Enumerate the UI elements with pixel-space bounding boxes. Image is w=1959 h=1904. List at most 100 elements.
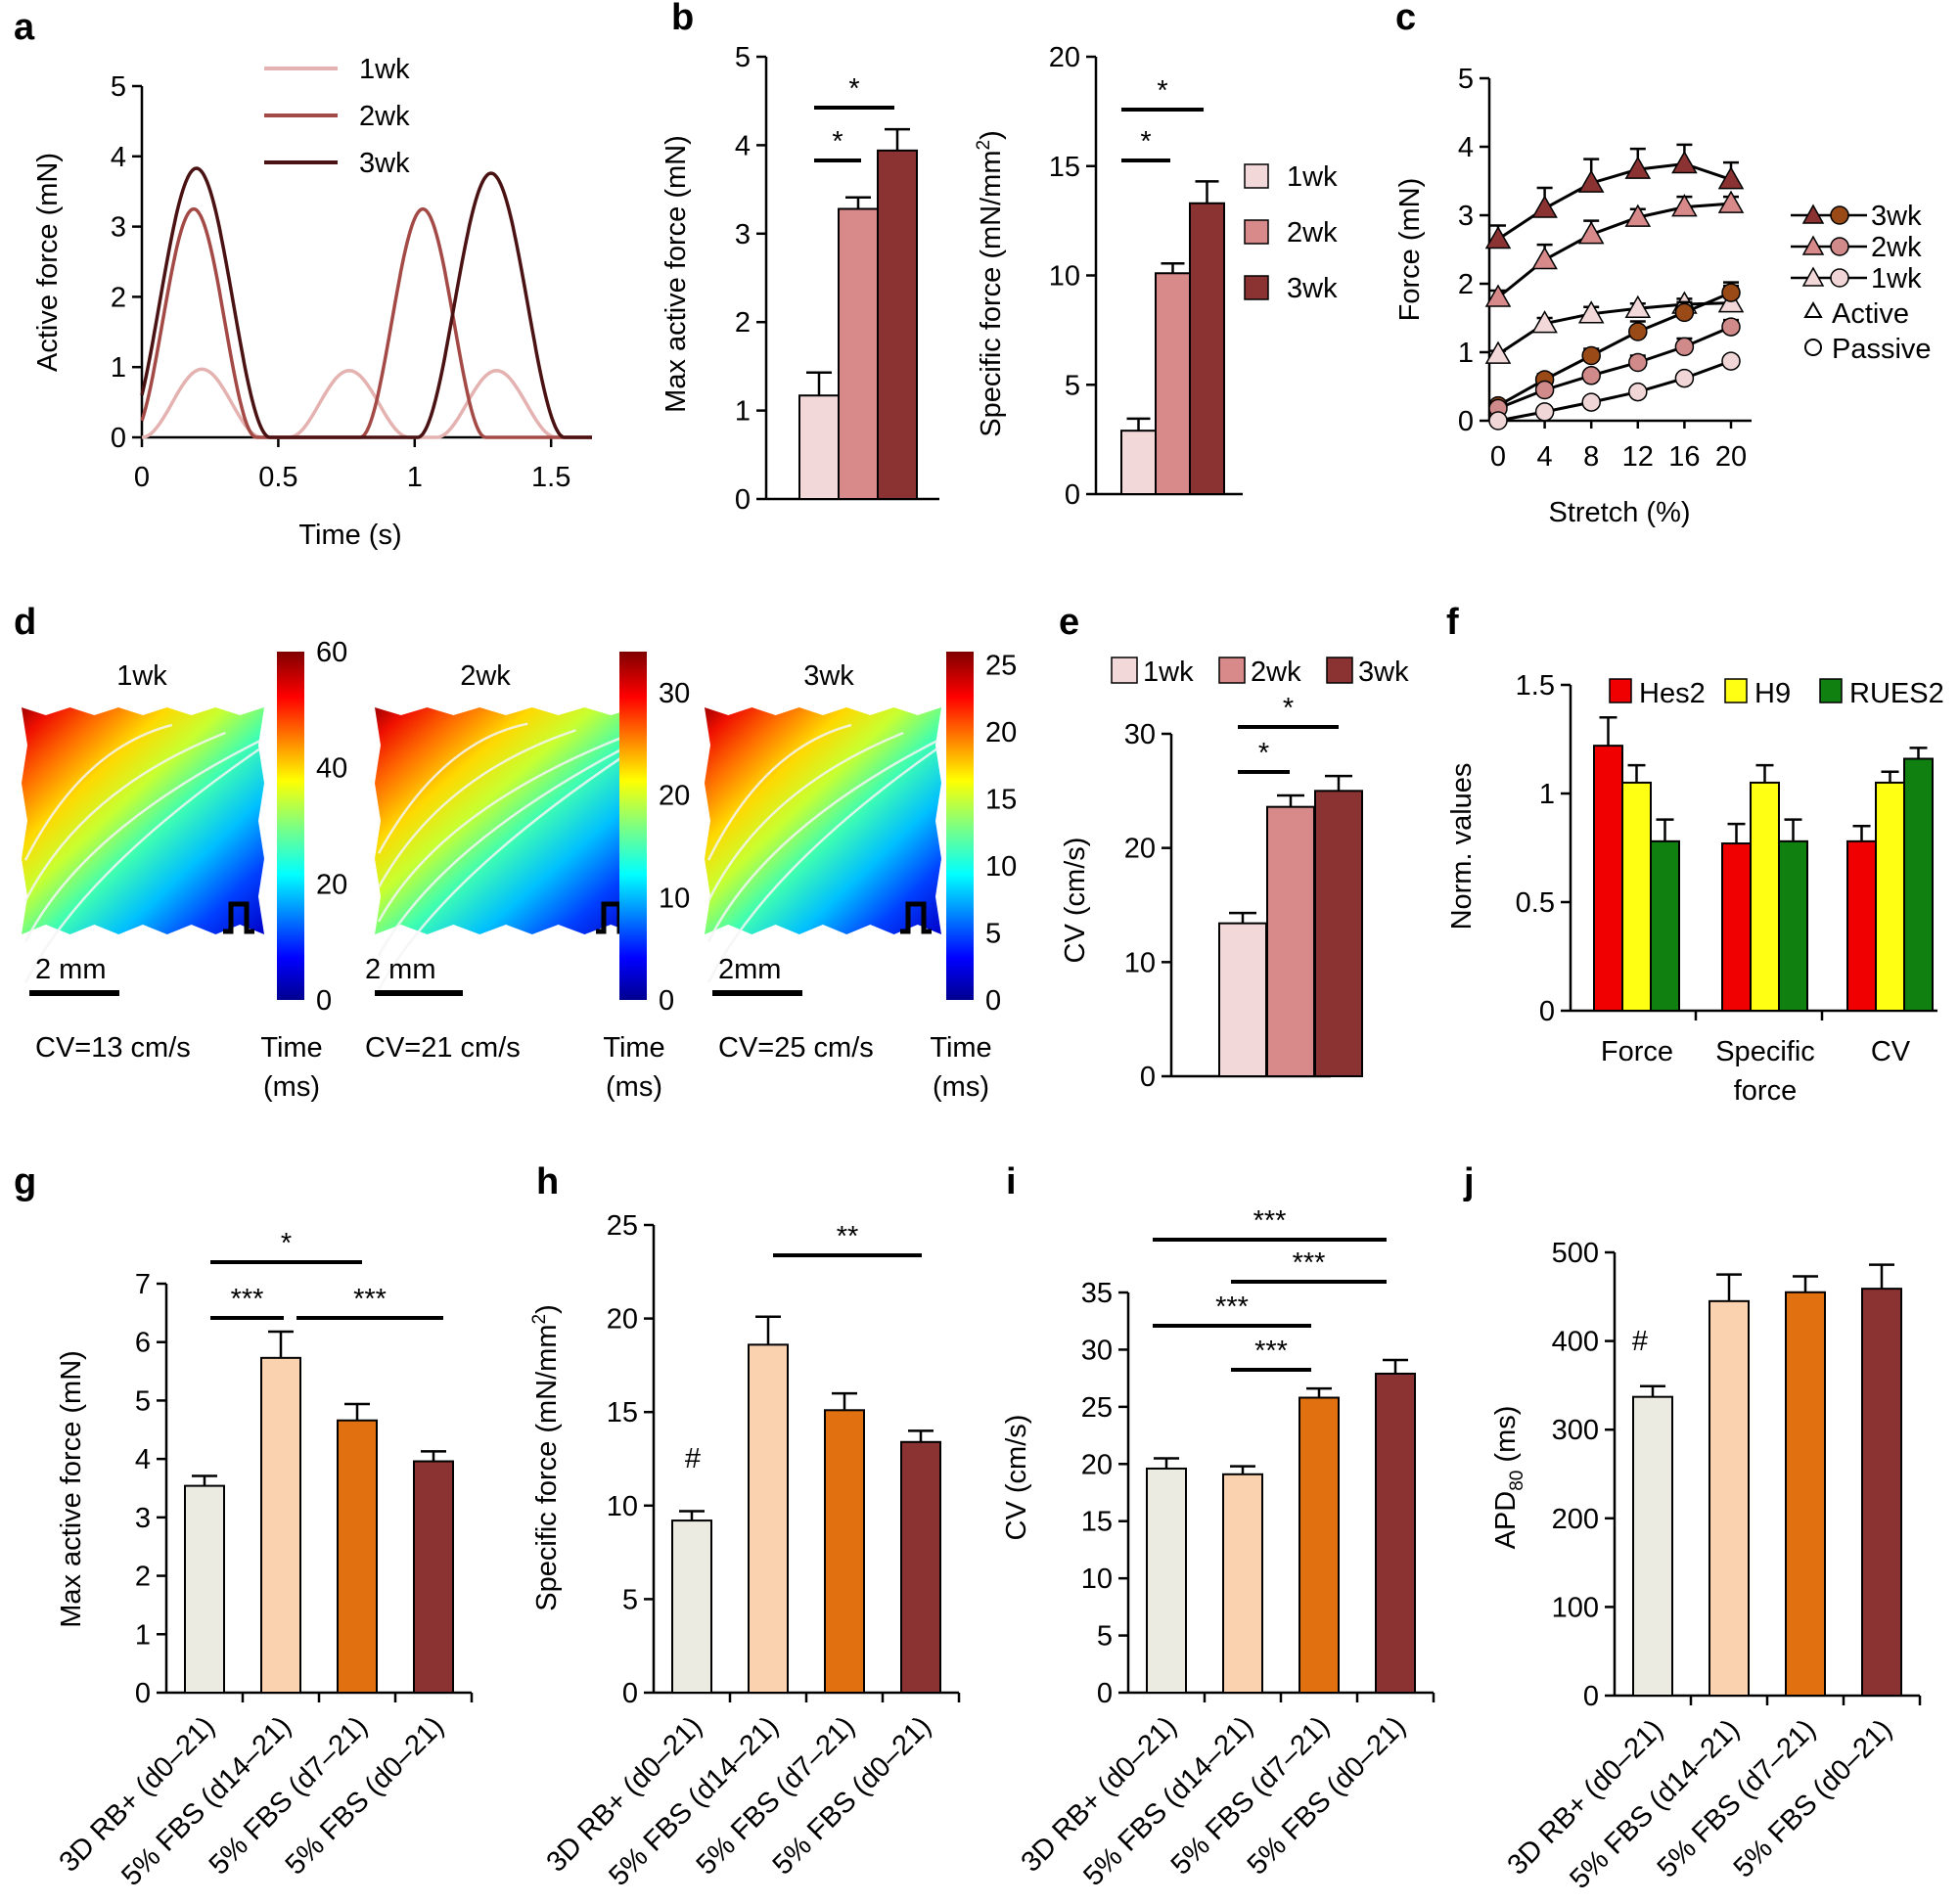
c-legend-label-passive: Passive xyxy=(1832,334,1932,365)
f-ylabel: Norm. values xyxy=(1446,763,1478,930)
c-legend-circle xyxy=(1830,205,1849,225)
e-sig-1-3-label: * xyxy=(1283,693,1294,724)
j-bar xyxy=(1708,1299,1750,1697)
b1-bar-3wk xyxy=(877,149,918,500)
d-colorbar-tick: 60 xyxy=(316,637,347,668)
c-line-3wk-passive xyxy=(1497,291,1732,407)
c-legend-passive-icon xyxy=(1804,339,1822,356)
f-bar-RUES2 xyxy=(1903,757,1934,1012)
d-isochrone xyxy=(377,735,625,923)
c-point-1wk-active xyxy=(1577,300,1605,324)
d-colorbar-tick: 20 xyxy=(659,781,690,812)
c-point-2wk-active xyxy=(1531,246,1558,270)
c-ytick-label: 5 xyxy=(1458,64,1474,95)
d-colorbar-label: (ms) xyxy=(606,1071,662,1103)
i-sig-2-4-label: *** xyxy=(1293,1247,1326,1279)
c-point-1wk-passive xyxy=(1628,382,1648,402)
panel-label-h: h xyxy=(536,1161,559,1202)
c-ytick-label: 0 xyxy=(1458,406,1474,437)
a-ytick-label: 0 xyxy=(111,423,126,454)
i-ytick-label: 5 xyxy=(1097,1621,1113,1653)
f-bar-H9 xyxy=(1875,781,1905,1013)
f-xtick-label: CV xyxy=(1871,1036,1911,1067)
b1-ytick-label: 5 xyxy=(735,42,751,73)
c-point-2wk-passive xyxy=(1674,337,1695,357)
i-bar xyxy=(1146,1467,1187,1694)
i-ytick-label: 0 xyxy=(1097,1678,1113,1709)
d-map-title: 1wk xyxy=(116,660,167,692)
c-legend-triangle xyxy=(1801,204,1825,224)
c-point-2wk-passive xyxy=(1534,380,1555,400)
i-ytick-label: 25 xyxy=(1081,1392,1113,1424)
i-ytick-label: 20 xyxy=(1081,1449,1113,1480)
a-trace-1wk xyxy=(141,367,592,439)
c-xtick-label: 12 xyxy=(1622,441,1654,473)
e-bar-2wk xyxy=(1266,805,1315,1078)
f-bar-Hes2 xyxy=(1593,745,1623,1012)
d-colorbar-tick: 30 xyxy=(659,678,690,709)
panel-label-j: j xyxy=(1463,1161,1475,1202)
b1-ytick-label: 0 xyxy=(735,484,751,516)
g-bar xyxy=(413,1460,454,1694)
e-legend-swatch-2wk xyxy=(1218,657,1246,684)
c-point-1wk-active xyxy=(1624,295,1652,318)
c-point-3wk-passive xyxy=(1721,283,1741,302)
i-sig-1-3-label: *** xyxy=(1215,1292,1249,1323)
b2-bar-1wk xyxy=(1120,430,1157,495)
d-cv-label: CV=25 cm/s xyxy=(718,1032,874,1064)
a-legend-label-2wk: 2wk xyxy=(359,101,410,132)
panel-label-e: e xyxy=(1059,602,1079,643)
d-map-1wk: 1wk 2 mm CV=13 cm/s 0 20 40 60 Time (ms) xyxy=(22,637,347,1103)
j-ytick-label: 300 xyxy=(1552,1415,1599,1446)
h-bar xyxy=(824,1409,865,1694)
f-bar-Hes2 xyxy=(1846,839,1877,1013)
g-ytick-label: 3 xyxy=(135,1503,151,1534)
d-colorbar xyxy=(277,652,304,1000)
d-isochrone xyxy=(23,723,173,861)
b2-ytick-label: 20 xyxy=(1049,42,1080,73)
f-ytick-label: 0 xyxy=(1539,996,1555,1027)
j-bar xyxy=(1861,1288,1902,1697)
i-bar xyxy=(1298,1396,1340,1694)
c-legend-active-icon xyxy=(1803,300,1823,318)
c-point-3wk-active xyxy=(1717,166,1745,190)
h-ytick-label: 25 xyxy=(607,1210,638,1242)
c-point-3wk-passive xyxy=(1581,345,1601,366)
d-colorbar-label: Time xyxy=(603,1032,664,1064)
d-colorbar-tick: 20 xyxy=(985,717,1017,748)
b2-bar-3wk xyxy=(1189,202,1225,495)
f-legend-swatch-H9 xyxy=(1724,678,1748,703)
a-ylabel: Active force (mN) xyxy=(32,153,64,372)
g-ytick-label: 1 xyxy=(135,1619,151,1651)
panel-e: 0 10 20 30 CV (cm/s) * * 1wk 2wk 3wk xyxy=(1060,657,1409,1093)
i-bar xyxy=(1222,1473,1263,1694)
d-isochrone xyxy=(706,731,904,902)
c-legend-triangle xyxy=(1801,266,1825,287)
f-xtick-label: force xyxy=(1734,1075,1797,1107)
f-xtick-label: Specific xyxy=(1715,1036,1815,1067)
f-ytick-label: 0.5 xyxy=(1516,887,1555,919)
c-line-3wk-active xyxy=(1497,161,1732,241)
f-ytick-label: 1 xyxy=(1539,779,1555,810)
d-colorbar-tick: 0 xyxy=(316,985,332,1017)
c-point-2wk-passive xyxy=(1721,317,1741,337)
c-legend-label-1wk: 1wk xyxy=(1871,263,1922,295)
d-colorbar-tick: 0 xyxy=(659,985,674,1017)
a-xtick-label: 1.5 xyxy=(531,462,570,493)
i-sig-2-3-label: *** xyxy=(1254,1336,1288,1367)
b1-ytick-label: 2 xyxy=(735,307,751,339)
c-point-3wk-active xyxy=(1531,195,1558,218)
c-point-1wk-passive xyxy=(1534,402,1555,422)
c-point-3wk-active xyxy=(1624,156,1652,179)
j-ytick-label: 200 xyxy=(1552,1504,1599,1535)
d-map-title: 2wk xyxy=(460,660,511,692)
d-scale-label: 2 mm xyxy=(35,954,107,985)
i-bar xyxy=(1375,1372,1416,1695)
e-legend-label-1wk: 1wk xyxy=(1143,657,1194,688)
c-xtick-label: 20 xyxy=(1715,441,1747,473)
j-ylabel: APD80 (ms) xyxy=(1490,1406,1527,1550)
b2-ytick-label: 15 xyxy=(1049,152,1080,183)
